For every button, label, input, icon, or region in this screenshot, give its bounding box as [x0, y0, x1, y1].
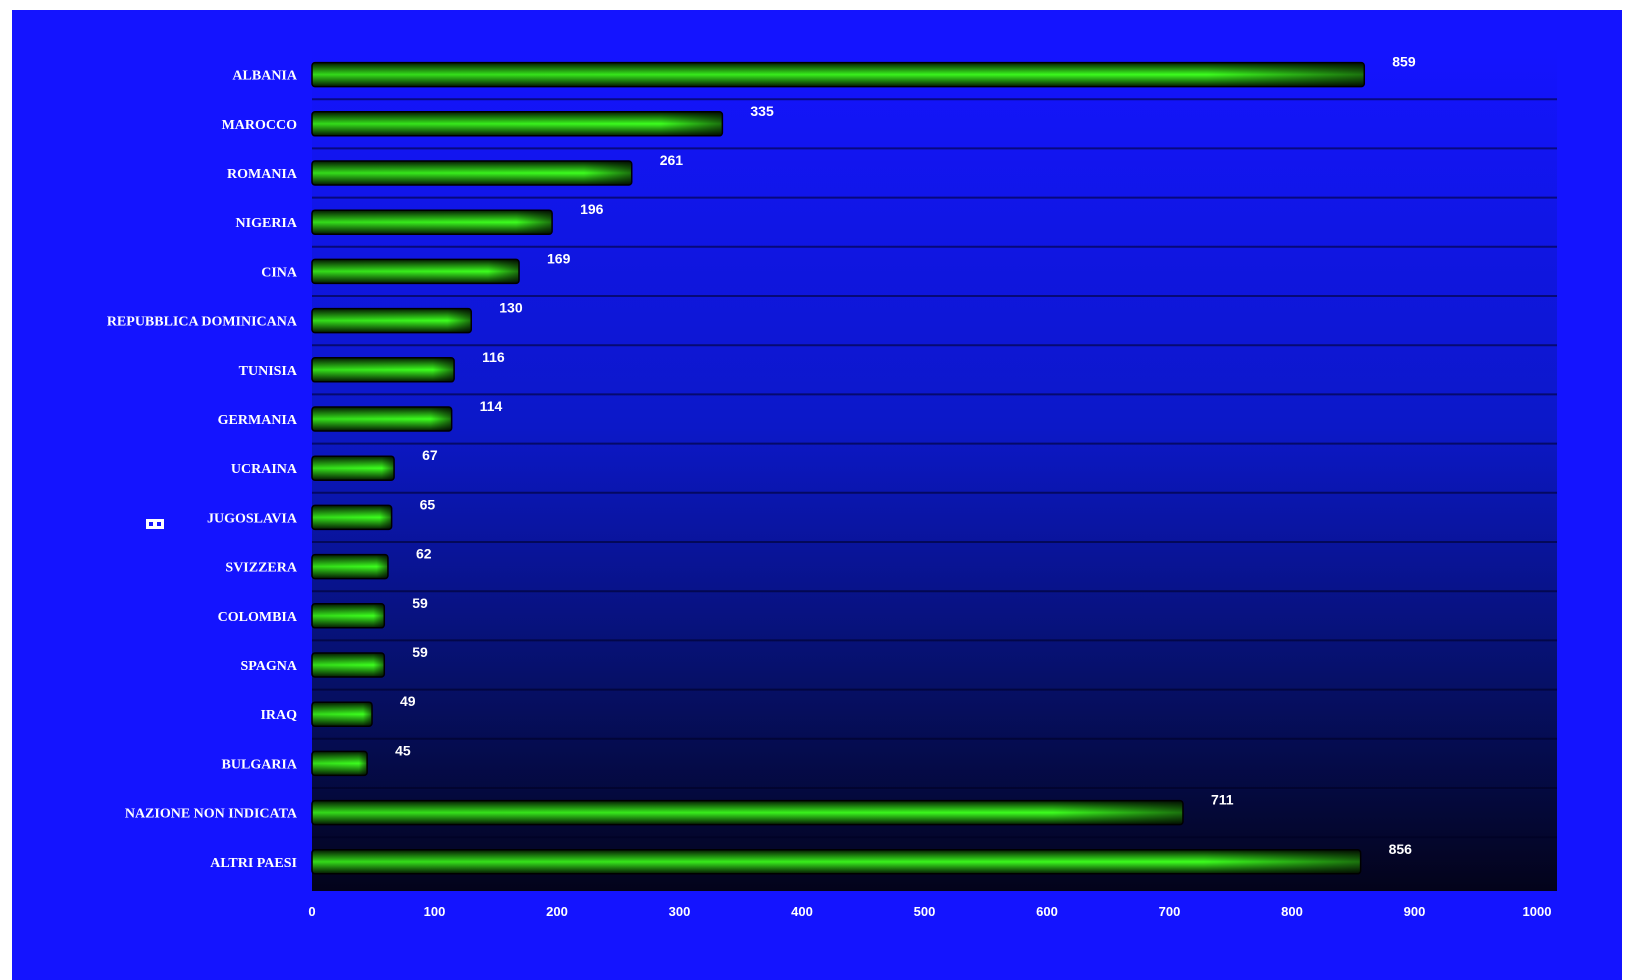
- bar-shade-repubblica-dominicana: [312, 308, 472, 333]
- value-label-svizzera: 62: [416, 546, 432, 562]
- value-label-nazione-non-indicata: 711: [1211, 792, 1234, 808]
- category-label-svizzera: SVIZZERA: [225, 561, 297, 576]
- value-label-altri-paesi: 856: [1389, 841, 1413, 857]
- bar-shade-nazione-non-indicata: [312, 800, 1183, 825]
- value-label-romania: 261: [660, 152, 684, 168]
- category-label-marocco: MAROCCO: [222, 118, 298, 133]
- bar-shade-bulgaria: [312, 751, 368, 776]
- x-tick-600: 600: [1036, 904, 1058, 919]
- value-label-jugoslavia: 65: [420, 496, 436, 512]
- x-axis-ticks: 0 100 200 300 400 500 600 700 800 900 1000: [308, 904, 1551, 919]
- bar-shade-iraq: [312, 702, 373, 727]
- value-label-marocco: 335: [750, 103, 774, 119]
- chart-frame: ALBANIA MAROCCO ROMANIA NIGERIA CINA REPUBBLI…: [12, 10, 1622, 980]
- x-tick-400: 400: [791, 904, 813, 919]
- bar-shade-germania: [312, 407, 452, 431]
- category-label-albania: ALBANIA: [232, 69, 297, 84]
- category-labels: ALBANIA MAROCCO ROMANIA NIGERIA CINA REPUBBLI…: [107, 69, 298, 871]
- value-label-cina: 169: [547, 250, 571, 266]
- bar-chart: ALBANIA MAROCCO ROMANIA NIGERIA CINA REPUBBLI…: [107, 48, 1557, 919]
- category-label-spagna: SPAGNA: [240, 659, 297, 674]
- bar-shade-colombia: [312, 603, 385, 628]
- bar-shade-cina: [312, 259, 520, 284]
- category-label-cina: CINA: [261, 265, 298, 280]
- value-label-iraq: 49: [400, 693, 416, 709]
- bar-shade-marocco: [312, 111, 723, 136]
- category-label-colombia: COLOMBIA: [218, 610, 298, 625]
- bar-shade-albania: [312, 62, 1365, 87]
- category-label-germania: GERMANIA: [218, 413, 298, 428]
- bar-shade-tunisia: [312, 357, 455, 382]
- value-label-germania: 114: [480, 398, 503, 414]
- category-label-nigeria: NIGERIA: [236, 216, 298, 231]
- x-tick-1000: 1000: [1523, 904, 1552, 919]
- category-label-ucraina: UCRAINA: [231, 462, 298, 477]
- x-tick-900: 900: [1404, 904, 1426, 919]
- bar-shade-romania: [312, 161, 632, 185]
- plot-area: [312, 48, 1557, 891]
- flag-icon: [146, 519, 164, 529]
- x-tick-0: 0: [308, 904, 315, 919]
- bars-group: [311, 61, 1366, 875]
- value-labels: 859 335 261 196 169 130 116 114 67 65 62 59 59 49 45 71…: [395, 54, 1416, 857]
- category-label-romania: ROMANIA: [227, 167, 298, 182]
- value-label-albania: 859: [1392, 54, 1416, 70]
- bar-shade-spagna: [312, 653, 385, 677]
- bar-shade-svizzera: [312, 554, 388, 579]
- category-label-jugoslavia: JUGOSLAVIA: [207, 511, 298, 526]
- category-label-bulgaria: BULGARIA: [222, 757, 298, 772]
- value-label-repubblica-dominicana: 130: [499, 300, 523, 316]
- value-label-spagna: 59: [412, 644, 428, 660]
- category-label-tunisia: TUNISIA: [239, 364, 298, 379]
- value-label-tunisia: 116: [482, 349, 505, 365]
- bar-shade-nigeria: [312, 210, 553, 235]
- value-label-colombia: 59: [412, 595, 428, 611]
- category-label-nazione-non-indicata: NAZIONE NON INDICATA: [125, 807, 298, 822]
- value-label-bulgaria: 45: [395, 742, 411, 758]
- row-separators: [312, 98, 1557, 839]
- x-tick-800: 800: [1281, 904, 1303, 919]
- category-label-repubblica-dominicana: REPUBBLICA DOMINICANA: [107, 315, 298, 330]
- x-tick-200: 200: [546, 904, 568, 919]
- x-tick-100: 100: [424, 904, 446, 919]
- category-label-iraq: IRAQ: [260, 708, 297, 723]
- x-tick-500: 500: [914, 904, 936, 919]
- bar-shade-jugoslavia: [312, 505, 392, 530]
- category-label-altri-paesi: ALTRI PAESI: [210, 856, 297, 871]
- value-label-ucraina: 67: [422, 447, 438, 463]
- bar-shade-ucraina: [312, 456, 395, 481]
- value-label-nigeria: 196: [580, 201, 604, 217]
- x-tick-300: 300: [669, 904, 691, 919]
- x-tick-700: 700: [1159, 904, 1181, 919]
- bar-shade-altri-paesi: [312, 849, 1361, 874]
